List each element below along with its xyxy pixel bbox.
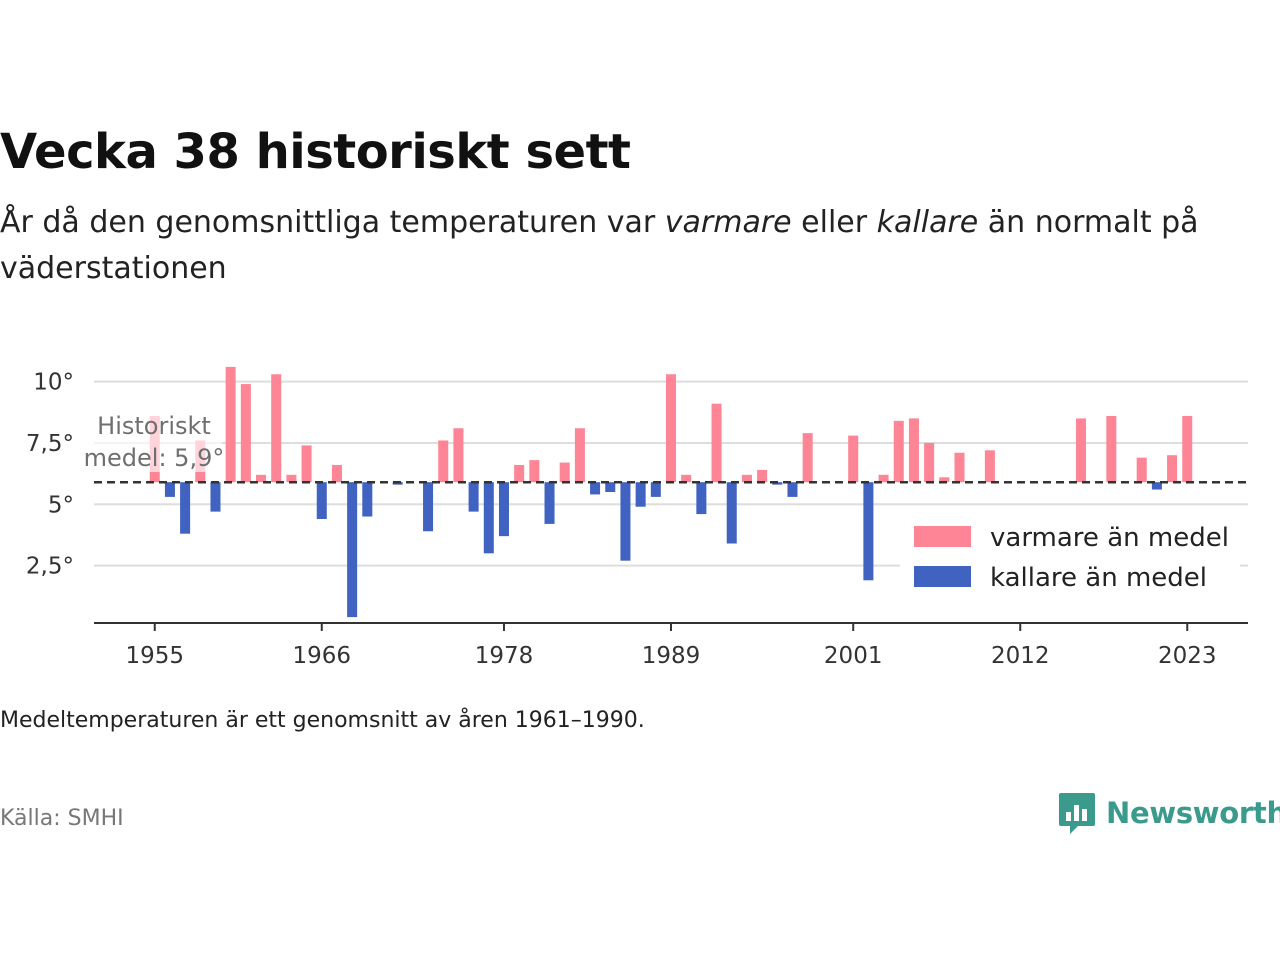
newsworthy-logo-icon bbox=[1059, 793, 1095, 834]
bar-cold bbox=[726, 482, 737, 544]
source-credit: Källa: SMHI bbox=[0, 806, 124, 831]
x-tick-label: 1989 bbox=[642, 643, 701, 669]
x-axis-ticks: 1955 1966 1978 1989 2001 2012 2023 bbox=[125, 623, 1217, 669]
bar-warm bbox=[908, 418, 919, 483]
bar-cold bbox=[347, 482, 358, 618]
historical-mean-annotation: Historiskt medel: 5,9° bbox=[84, 412, 225, 472]
bar-cold bbox=[423, 482, 434, 532]
bar-cold bbox=[605, 482, 616, 492]
bar-warm bbox=[1136, 457, 1147, 483]
legend-swatch bbox=[914, 526, 971, 547]
bar-warm bbox=[878, 474, 889, 483]
page-subtitle: År då den genomsnittliga temperaturen va… bbox=[0, 200, 1240, 292]
brand-name: Newsworthy bbox=[1106, 796, 1280, 830]
bar-warm bbox=[438, 440, 449, 483]
bar-warm bbox=[1106, 415, 1117, 483]
bar-warm bbox=[286, 474, 297, 483]
bar-cold bbox=[164, 482, 175, 497]
bar-cold bbox=[590, 482, 601, 495]
bar-warm bbox=[1167, 455, 1178, 483]
y-tick-label: 2,5° bbox=[26, 554, 74, 580]
bar-warm bbox=[514, 465, 525, 483]
bar-warm bbox=[574, 428, 585, 483]
x-tick-label: 1978 bbox=[475, 643, 534, 669]
bar-cold bbox=[483, 482, 494, 554]
bar-warm bbox=[757, 469, 768, 483]
bar-cold bbox=[1151, 482, 1162, 490]
legend-label: kallare än medel bbox=[990, 563, 1207, 593]
annotation-text: medel: 5,9° bbox=[84, 444, 225, 472]
bar-cold bbox=[362, 482, 373, 517]
bar-cold bbox=[316, 482, 327, 519]
bar-warm bbox=[665, 374, 677, 483]
x-tick-label: 2023 bbox=[1158, 643, 1217, 669]
bar-warm bbox=[559, 462, 570, 483]
bar-warm bbox=[453, 428, 464, 483]
x-tick-label: 2012 bbox=[991, 643, 1050, 669]
bar-cold bbox=[787, 482, 798, 497]
bar-warm bbox=[954, 452, 965, 483]
bars bbox=[149, 366, 1193, 618]
subtitle-text: eller bbox=[791, 205, 877, 240]
x-tick-label: 2001 bbox=[824, 643, 883, 669]
page-title: Vecka 38 historiskt sett bbox=[0, 124, 631, 180]
y-tick-label: 10° bbox=[33, 370, 74, 396]
bar-warm bbox=[529, 460, 540, 483]
bar-cold bbox=[696, 482, 707, 515]
bar-warm bbox=[984, 450, 995, 483]
y-tick-label: 7,5° bbox=[26, 431, 74, 457]
legend: varmare än medel kallare än medel bbox=[900, 516, 1240, 602]
bar-cold bbox=[498, 482, 509, 537]
bar-warm bbox=[256, 474, 267, 483]
bar-warm bbox=[271, 374, 282, 483]
legend-swatch bbox=[914, 566, 971, 587]
bar-cold bbox=[863, 482, 874, 581]
footnote: Medeltemperaturen är ett genomsnitt av å… bbox=[0, 708, 645, 733]
x-tick-label: 1955 bbox=[125, 643, 184, 669]
subtitle-text: än normalt på väderstationen bbox=[0, 205, 1199, 286]
bar-cold bbox=[620, 482, 631, 561]
bar-warm bbox=[225, 366, 236, 483]
bar-cold bbox=[210, 482, 221, 512]
bar-warm bbox=[802, 433, 813, 483]
y-tick-label: 5° bbox=[48, 492, 74, 518]
bar-warm bbox=[1182, 415, 1193, 483]
bar-cold bbox=[544, 482, 555, 524]
bar-warm bbox=[741, 474, 752, 483]
bar-cold bbox=[468, 482, 479, 512]
annotation-text: Historiskt bbox=[97, 412, 211, 440]
y-axis-labels: 2,5° 5° 7,5° 10° bbox=[26, 370, 74, 580]
subtitle-cold-word: kallare bbox=[876, 205, 979, 240]
brand-logo: Newsworthy bbox=[1058, 790, 1280, 836]
subtitle-text: År då den genomsnittliga temperaturen va… bbox=[0, 205, 665, 240]
bar-warm bbox=[301, 445, 312, 483]
legend-label: varmare än medel bbox=[990, 523, 1229, 553]
annotation-backdrop bbox=[86, 412, 222, 472]
bar-cold bbox=[635, 482, 646, 507]
bar-warm bbox=[893, 420, 904, 483]
x-tick-label: 1966 bbox=[292, 643, 351, 669]
bar-warm bbox=[240, 384, 251, 483]
bar-warm bbox=[331, 465, 342, 483]
bar-warm bbox=[924, 442, 935, 483]
bar-warm bbox=[711, 403, 722, 483]
bar-warm bbox=[681, 474, 692, 483]
subtitle-warm-word: varmare bbox=[664, 205, 792, 240]
bar-warm bbox=[939, 477, 950, 483]
bar-cold bbox=[650, 482, 661, 497]
bar-warm bbox=[848, 435, 859, 483]
bar-cold bbox=[180, 482, 191, 534]
bar-warm bbox=[1075, 418, 1086, 483]
